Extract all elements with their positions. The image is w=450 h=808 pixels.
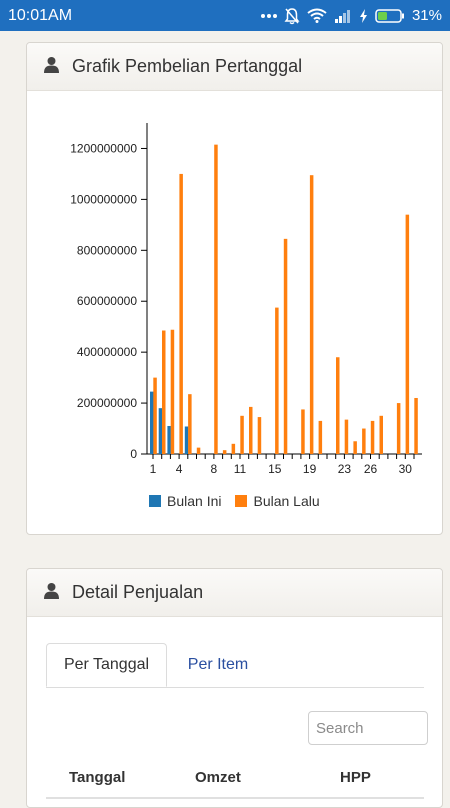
signal-icon — [334, 9, 352, 23]
bar-bulan-lalu — [396, 403, 401, 454]
x-tick-label: 1 — [150, 462, 157, 476]
bar-bulan-lalu — [153, 377, 157, 454]
bar-bulan-lalu — [240, 415, 244, 454]
bar-bulan-lalu — [405, 214, 410, 454]
x-tick-label: 11 — [234, 462, 247, 476]
legend-swatch-bulan-lalu — [235, 495, 248, 507]
detail-tabs: Per Tanggal Per Item — [46, 643, 424, 688]
y-tick-label: 1000000000 — [70, 192, 137, 206]
bar-bulan-lalu — [283, 238, 288, 454]
bar-bulan-lalu — [222, 450, 227, 454]
x-tick-label: 4 — [176, 462, 183, 476]
chart-card-header: Grafik Pembelian Pertanggal — [27, 43, 442, 91]
column-header-omzet[interactable]: Omzet — [195, 769, 241, 786]
x-tick-label: 30 — [399, 462, 413, 476]
status-bar: 10:01AM 31% — [0, 0, 450, 31]
x-tick-label: 15 — [268, 462, 282, 476]
chart-title: Grafik Pembelian Pertanggal — [72, 56, 303, 76]
y-tick-label: 0 — [130, 447, 137, 461]
bar-bulan-lalu — [249, 406, 253, 454]
battery-icon — [375, 8, 405, 23]
bar-bulan-lalu — [379, 415, 383, 454]
table-divider — [46, 797, 424, 799]
chart-legend: Bulan Ini Bulan Lalu — [149, 493, 334, 509]
x-tick-label: 8 — [211, 462, 218, 476]
bar-bulan-ini — [184, 426, 189, 454]
bar-bulan-lalu — [301, 409, 305, 454]
bar-bulan-ini — [150, 391, 154, 454]
user-icon — [43, 582, 60, 604]
y-tick-label: 600000000 — [77, 294, 137, 308]
bar-bulan-lalu — [318, 420, 323, 454]
tab-per-tanggal[interactable]: Per Tanggal — [46, 643, 167, 687]
column-header-tanggal[interactable]: Tanggal — [69, 769, 126, 786]
bar-bulan-lalu — [179, 173, 183, 454]
x-tick-label: 19 — [303, 462, 317, 476]
bar-bulan-lalu — [353, 441, 357, 454]
bar-bulan-ini — [167, 425, 171, 454]
legend-item-bulan-lalu[interactable]: Bulan Lalu — [235, 493, 320, 509]
bar-bulan-lalu — [344, 419, 349, 454]
bar-bulan-lalu — [336, 357, 340, 454]
detail-title: Detail Penjualan — [72, 582, 204, 602]
bar-bulan-lalu — [370, 420, 375, 454]
legend-swatch-bulan-ini — [149, 495, 161, 507]
bar-bulan-lalu — [170, 329, 175, 454]
bar-chart: 0 200000000 400000000 600000000 800000000 100… — [70, 123, 422, 476]
dots-icon — [260, 13, 277, 19]
chart-card: Grafik Pembelian Pertanggal 0 200000000 40… — [26, 42, 443, 535]
mute-bell-icon — [284, 7, 300, 25]
charging-icon — [359, 8, 368, 23]
search-input[interactable] — [308, 711, 428, 745]
user-icon — [43, 56, 60, 78]
y-tick-label: 1200000000 — [70, 141, 137, 155]
wifi-icon — [307, 8, 327, 23]
battery-percent: 31% — [411, 7, 442, 24]
bar-bulan-lalu — [214, 144, 218, 454]
x-tick-label: 26 — [364, 462, 378, 476]
detail-card: Detail Penjualan Per Tanggal Per Item Ta… — [26, 568, 443, 808]
bar-bulan-lalu — [309, 175, 314, 454]
x-tick-label: 23 — [338, 462, 352, 476]
bar-bulan-lalu — [362, 428, 366, 454]
bar-bulan-lalu — [196, 447, 201, 454]
column-header-hpp[interactable]: HPP — [340, 769, 371, 786]
legend-item-bulan-ini[interactable]: Bulan Ini — [149, 493, 221, 509]
status-time: 10:01AM — [8, 6, 73, 24]
status-icons: 31% — [260, 7, 442, 25]
bar-bulan-lalu — [257, 417, 262, 454]
bar-bulan-lalu — [414, 397, 418, 454]
y-tick-label: 800000000 — [77, 243, 137, 257]
bar-bulan-lalu — [188, 394, 192, 454]
bar-bulan-lalu — [231, 443, 236, 454]
bar-bulan-ini — [158, 408, 163, 454]
tab-per-item[interactable]: Per Item — [187, 656, 249, 673]
detail-card-header: Detail Penjualan — [27, 569, 442, 617]
legend-label-bulan-lalu: Bulan Lalu — [253, 493, 320, 509]
y-tick-label: 200000000 — [77, 396, 137, 410]
bar-bulan-lalu — [162, 330, 166, 454]
y-tick-label: 400000000 — [77, 345, 137, 359]
bar-bulan-lalu — [275, 307, 279, 454]
legend-label-bulan-ini: Bulan Ini — [167, 493, 222, 509]
